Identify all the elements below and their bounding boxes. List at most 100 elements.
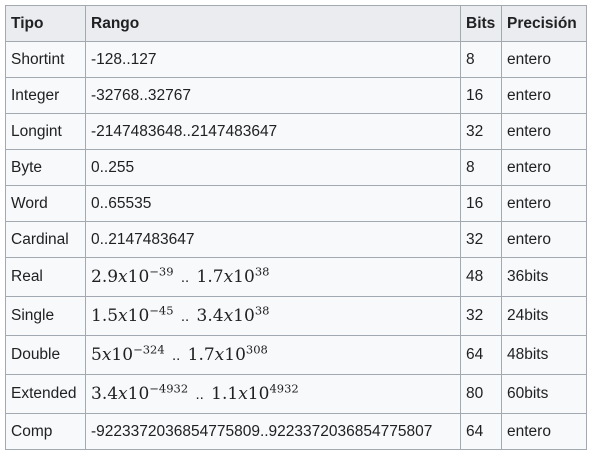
table-row: Longint -2147483648..2147483647 32 enter…: [5, 113, 587, 150]
range-min-formula: 1.5x10−45: [91, 303, 174, 326]
cell-bits: 64: [460, 335, 502, 375]
range-max-formula: 1.7x1038: [196, 264, 270, 287]
cell-rango: 0..2147483647: [85, 221, 461, 258]
base: 10: [127, 267, 150, 287]
header-precision: Precisión: [501, 5, 587, 42]
times-symbol: x: [223, 267, 234, 287]
base: 10: [127, 384, 150, 404]
cell-bits: 16: [460, 185, 502, 222]
cell-precision: entero: [501, 41, 587, 78]
cell-bits: 64: [460, 413, 502, 450]
range-separator: ..: [171, 347, 181, 364]
base: 10: [224, 345, 246, 365]
table-row: Comp -9223372036854775809..9223372036854…: [5, 413, 587, 450]
table-row: Shortint -128..127 8 entero: [5, 41, 587, 78]
base: 10: [233, 267, 255, 287]
cell-precision: entero: [501, 113, 587, 150]
cell-tipo: Shortint: [5, 41, 86, 78]
table-row: Single 1.5x10−45 .. 3.4x1038 32 24bits: [5, 296, 587, 336]
base: 10: [247, 384, 270, 404]
cell-bits: 32: [460, 113, 502, 150]
cell-tipo: Word: [5, 185, 86, 222]
range-max-formula: 1.7x10308: [188, 342, 268, 365]
exponent: −45: [149, 303, 174, 318]
mantissa: 3.4: [196, 306, 224, 326]
cell-tipo: Longint: [5, 113, 86, 150]
times-symbol: x: [214, 345, 225, 365]
cell-rango: 0..255: [85, 149, 461, 186]
range-separator: ..: [180, 308, 190, 325]
mantissa: 1.1: [211, 384, 239, 404]
cell-precision: entero: [501, 413, 587, 450]
exponent: 38: [254, 264, 270, 279]
table-row: Byte 0..255 8 entero: [5, 149, 587, 186]
mantissa: 5: [91, 345, 102, 365]
cell-bits: 32: [460, 221, 502, 258]
data-types-table-wrapper: Tipo Rango Bits Precisión Shortint -128.…: [5, 5, 587, 450]
cell-tipo: Real: [5, 257, 86, 297]
cell-precision: entero: [501, 149, 587, 186]
exponent: 4932: [269, 381, 299, 396]
cell-precision: entero: [501, 221, 587, 258]
cell-rango: 2.9x10−39 .. 1.7x1038: [85, 257, 461, 297]
mantissa: 2.9: [91, 267, 119, 287]
cell-tipo: Single: [5, 296, 86, 336]
cell-rango: -32768..32767: [85, 77, 461, 114]
table-row: Integer -32768..32767 16 entero: [5, 77, 587, 114]
exponent: −4932: [149, 381, 189, 396]
exponent: −324: [133, 342, 165, 357]
base: 10: [233, 306, 255, 326]
header-tipo: Tipo: [5, 5, 86, 42]
table-row: Real 2.9x10−39 .. 1.7x1038 48 36bits: [5, 257, 587, 297]
table-row: Word 0..65535 16 entero: [5, 185, 587, 222]
mantissa: 3.4: [91, 384, 119, 404]
range-min-formula: 2.9x10−39: [91, 264, 174, 287]
cell-tipo: Extended: [5, 374, 86, 414]
base: 10: [127, 306, 150, 326]
cell-tipo: Cardinal: [5, 221, 86, 258]
cell-rango: 1.5x10−45 .. 3.4x1038: [85, 296, 461, 336]
times-symbol: x: [118, 384, 128, 404]
exponent: −39: [149, 264, 174, 279]
range-min-formula: 5x10−324: [91, 342, 165, 365]
cell-bits: 8: [460, 41, 502, 78]
cell-rango: -2147483648..2147483647: [85, 113, 461, 150]
cell-rango: -9223372036854775809..922337203685477580…: [85, 413, 461, 450]
cell-bits: 8: [460, 149, 502, 186]
cell-bits: 80: [460, 374, 502, 414]
header-rango: Rango: [85, 5, 461, 42]
times-symbol: x: [118, 267, 128, 287]
table-row: Double 5x10−324 .. 1.7x10308 64 48bits: [5, 335, 587, 375]
cell-bits: 16: [460, 77, 502, 114]
exponent: 308: [245, 342, 268, 357]
cell-rango: 5x10−324 .. 1.7x10308: [85, 335, 461, 375]
data-types-table: Tipo Rango Bits Precisión Shortint -128.…: [5, 5, 587, 450]
times-symbol: x: [101, 345, 112, 365]
cell-rango: 3.4x10−4932 .. 1.1x104932: [85, 374, 461, 414]
times-symbol: x: [238, 384, 248, 404]
cell-precision: 36bits: [501, 257, 587, 297]
header-bits: Bits: [460, 5, 502, 42]
cell-tipo: Integer: [5, 77, 86, 114]
table-row: Cardinal 0..2147483647 32 entero: [5, 221, 587, 258]
cell-precision: entero: [501, 77, 587, 114]
range-min-formula: 3.4x10−4932: [91, 381, 189, 404]
cell-tipo: Double: [5, 335, 86, 375]
cell-precision: 48bits: [501, 335, 587, 375]
cell-rango: -128..127: [85, 41, 461, 78]
range-separator: ..: [180, 269, 190, 286]
range-max-formula: 1.1x104932: [211, 381, 299, 404]
cell-precision: 60bits: [501, 374, 587, 414]
times-symbol: x: [118, 306, 128, 326]
range-separator: ..: [195, 386, 204, 403]
mantissa: 1.5: [91, 306, 119, 326]
cell-precision: 24bits: [501, 296, 587, 336]
cell-bits: 48: [460, 257, 502, 297]
exponent: 38: [254, 303, 270, 318]
range-max-formula: 3.4x1038: [196, 303, 270, 326]
cell-tipo: Comp: [5, 413, 86, 450]
header-row: Tipo Rango Bits Precisión: [5, 5, 587, 42]
mantissa: 1.7: [196, 267, 224, 287]
base: 10: [111, 345, 134, 365]
cell-precision: entero: [501, 185, 587, 222]
